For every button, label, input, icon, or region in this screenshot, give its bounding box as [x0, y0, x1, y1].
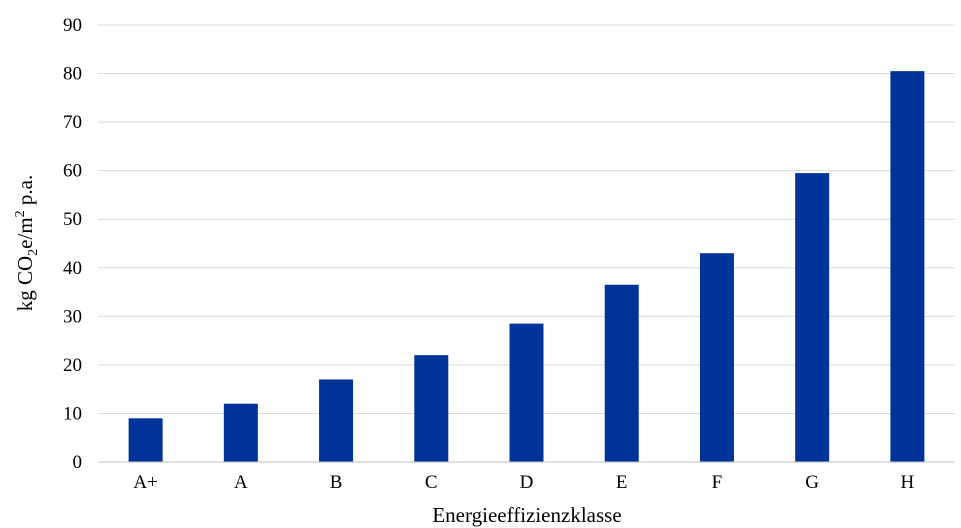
bar-g	[795, 173, 830, 462]
y-tick-label: 50	[63, 209, 82, 230]
y-axis-title-subscript: 2	[26, 249, 41, 256]
x-tick-label: E	[616, 472, 628, 493]
y-tick-label: 80	[63, 64, 82, 85]
y-tick-label: 70	[63, 112, 82, 133]
x-tick-label: D	[520, 472, 534, 493]
bar-c	[414, 355, 449, 462]
x-tick-label: B	[330, 472, 343, 493]
y-axis-title-prefix: kg CO	[13, 256, 37, 311]
x-tick-labels: A+ A B C D E F G H	[133, 472, 914, 493]
y-axis-title-middle: e/m	[13, 217, 37, 249]
bar-e	[604, 284, 639, 462]
bar-h	[890, 71, 925, 462]
x-tick-label: C	[425, 472, 438, 493]
y-tick-label: 20	[63, 355, 82, 376]
x-tick-label: F	[712, 472, 723, 493]
x-tick-label: A+	[133, 472, 157, 493]
bar-f	[699, 253, 734, 462]
bar-a-plus	[128, 418, 163, 462]
y-tick-label: 90	[63, 15, 82, 36]
y-tick-label: 30	[63, 306, 82, 327]
bar-d	[509, 323, 544, 462]
x-tick-label: G	[805, 472, 819, 493]
y-axis-title-suffix: p.a.	[13, 175, 37, 211]
y-axis-title: kg CO2e/m2 p.a.	[13, 175, 41, 312]
x-axis-title: Energieeffizienzklasse	[432, 503, 621, 527]
y-tick-label: 0	[73, 452, 83, 473]
y-tick-label: 10	[63, 403, 82, 424]
y-axis-title-superscript: 2	[13, 210, 28, 217]
y-tick-labels: 0 10 20 30 40 50 60 70 80 90	[63, 15, 82, 473]
x-tick-label: A	[234, 472, 248, 493]
y-tick-label: 40	[63, 258, 82, 279]
bars	[128, 71, 925, 462]
y-tick-label: 60	[63, 161, 82, 182]
bar-b	[319, 379, 354, 462]
x-tick-label: H	[901, 472, 915, 493]
gridlines	[98, 24, 955, 414]
bar-a	[223, 403, 258, 462]
